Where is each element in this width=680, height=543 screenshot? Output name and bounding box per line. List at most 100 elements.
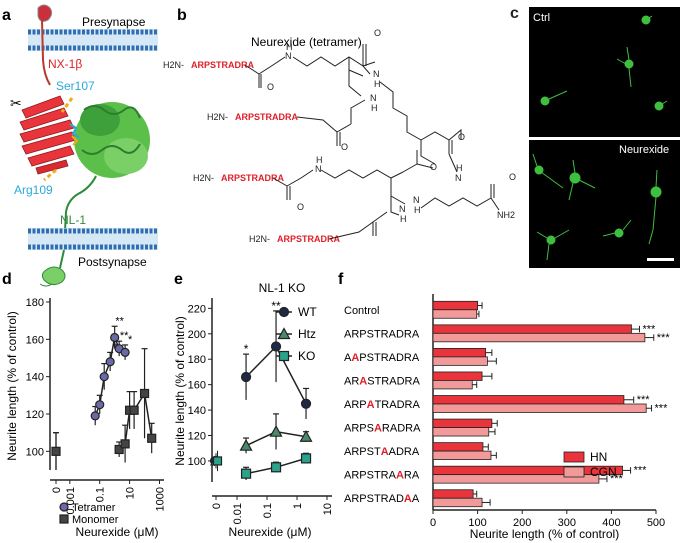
peptide-1: ARPSTRADRA (191, 60, 255, 70)
panel-e-letter: e (174, 271, 183, 288)
y-tick-label: 140 (26, 372, 44, 384)
atom-o: O (267, 82, 274, 92)
scale-bar (647, 258, 674, 261)
bar-cgn (432, 427, 490, 437)
atom-h: H (400, 214, 407, 224)
panel-a-letter: a (2, 7, 11, 24)
nx-lns-domain (19, 95, 77, 175)
neurexide-label: Neurexide (619, 144, 669, 156)
legend-label-monomer: Monomer (72, 514, 119, 526)
neurexide-neurons (532, 153, 662, 261)
chart-f: f 0 100 200 300 400 500 Neurite length (% of co… (338, 271, 671, 541)
bar-hn (432, 300, 478, 311)
atom-o: O (430, 162, 437, 172)
baseline-point (212, 456, 223, 466)
legend-label-wt: WT (298, 305, 317, 319)
category-label: ARPSARADRA (344, 423, 421, 435)
nl1-label: NL-1 (60, 213, 86, 227)
h2n-3: H2N- (193, 173, 214, 183)
x-tick-label: 0 (211, 503, 223, 509)
category-label: ARPATRADRA (344, 399, 420, 411)
y-tick-label: 160 (188, 380, 206, 392)
neurexide-title: Neurexide (tetramer) (251, 35, 362, 49)
data-point-monomer (114, 444, 124, 455)
y-tick-label: 220 (188, 303, 206, 315)
significance-mark: *** (657, 332, 671, 344)
x-axis-label: Neurite length (% of control) (470, 527, 619, 541)
data-point-wt (270, 341, 282, 352)
chart-e-title: NL-1 KO (259, 281, 306, 295)
category-label: ARPSTRADAA (344, 493, 420, 505)
significance-mark: ** (115, 315, 124, 327)
legend-marker-wt (278, 306, 290, 318)
category-label: ARASTRADRA (344, 375, 420, 387)
data-point-tetramer (120, 347, 130, 358)
legend-label-hn: HN (590, 450, 607, 464)
atom-nh2: NH2 (497, 210, 515, 220)
panel-a: a Presynapse NX-1β ✂ Ser107 Arg109 NL-1 (2, 4, 158, 287)
bar-hn (432, 324, 632, 334)
nx-label: NX-1β (48, 57, 82, 71)
significance-mark: *** (637, 394, 651, 406)
category-label: AAPSTRADRA (344, 352, 420, 364)
scissors-icon: ✂ (10, 95, 22, 111)
legend-marker-ko (278, 350, 290, 362)
bar-hn (432, 348, 487, 358)
x-tick-label: 0 (430, 517, 436, 529)
atom-n: N (455, 173, 462, 183)
y-tick-label: 160 (26, 334, 44, 346)
atom-h: H (316, 155, 323, 165)
y-tick-label: 100 (188, 456, 206, 468)
bar-hn (432, 442, 484, 452)
x-tick-label: 400 (602, 517, 620, 529)
x-tick-label: 100 (468, 517, 486, 529)
panel-c: c Ctrl Neurexide (505, 0, 680, 270)
x-tick-label: 10 (125, 487, 137, 499)
atom-n: N (413, 195, 420, 205)
nx-transmembrane-protein (37, 4, 53, 86)
category-label: Control (344, 305, 379, 317)
atom-o: O (374, 28, 381, 38)
bar-cgn (432, 380, 473, 390)
bar-cgn (432, 403, 647, 413)
atom-o: O (509, 172, 516, 182)
x-tick-label: 500 (647, 517, 665, 529)
y-tick-label: 180 (26, 297, 44, 309)
atom-o: O (458, 132, 465, 142)
legend-label-htz: Htz (298, 327, 316, 341)
y-tick-label: 180 (188, 354, 206, 366)
legend-marker-monomer (59, 514, 69, 524)
nl-intracellular (39, 266, 66, 287)
data-point-tetramer (95, 400, 105, 410)
y-tick-label: 100 (26, 446, 44, 458)
significance-mark: *** (610, 473, 624, 485)
atom-o: O (341, 142, 348, 152)
data-point-monomer (139, 388, 150, 399)
data-point-htz (269, 424, 283, 437)
data-point-wt (240, 371, 252, 383)
data-point-htz (239, 438, 253, 451)
significance-mark: ** (120, 330, 129, 342)
category-label: ARPSTAADRA (344, 446, 420, 458)
data-point-monomer (51, 446, 61, 456)
postsynapse-label: Postsynapse (78, 255, 147, 269)
significance-mark: *** (642, 323, 656, 335)
data-point-wt (300, 398, 312, 409)
legend-label-cgn: CGN (590, 465, 617, 479)
presynapse-label: Presynapse (82, 15, 146, 29)
x-axis-label: Neurexide (μM) (76, 525, 159, 539)
legend-swatch-cgn (563, 466, 585, 478)
chemical-bonds (244, 44, 500, 240)
bar-cgn (432, 450, 492, 460)
atom-o: O (297, 202, 304, 212)
y-tick-label: 140 (188, 405, 206, 417)
data-point-monomer (120, 439, 130, 449)
legend-marker-htz (277, 327, 291, 340)
atom-h: H (286, 42, 293, 52)
atom-h: H (456, 163, 463, 173)
atom-h: H (374, 79, 381, 89)
x-tick-label: 200 (513, 517, 531, 529)
bar-cgn (432, 497, 483, 508)
x-tick-label: 10 (322, 503, 334, 515)
